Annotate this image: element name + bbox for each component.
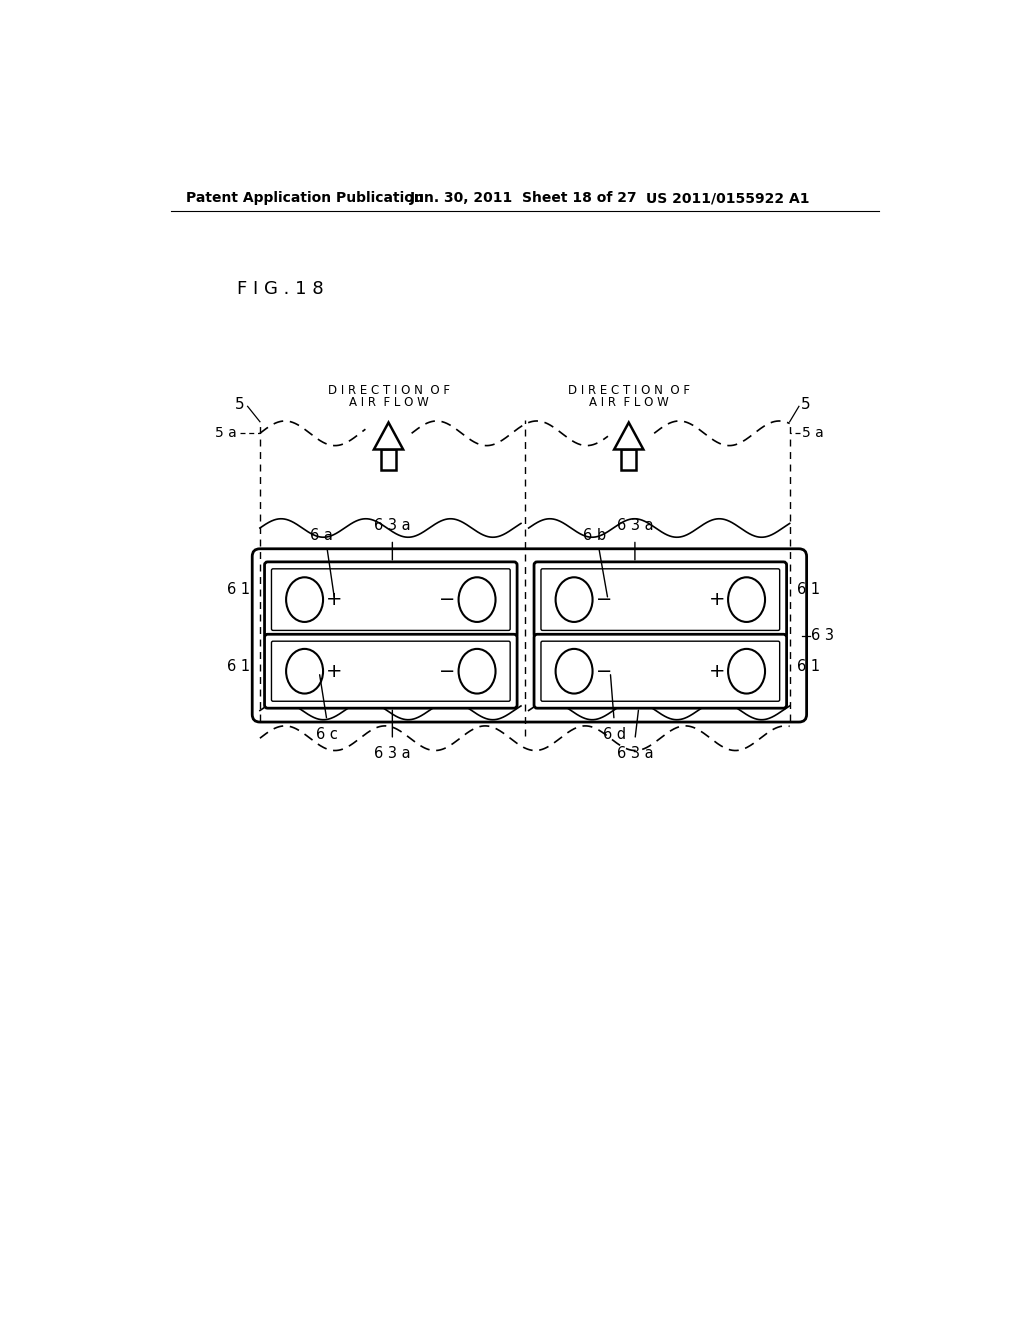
Ellipse shape xyxy=(286,649,323,693)
Text: −: − xyxy=(439,661,456,681)
Text: 6 a: 6 a xyxy=(310,528,333,544)
Ellipse shape xyxy=(459,649,496,693)
Text: −: − xyxy=(596,590,612,609)
Text: US 2011/0155922 A1: US 2011/0155922 A1 xyxy=(646,191,810,206)
Text: 6 b: 6 b xyxy=(584,528,606,544)
FancyBboxPatch shape xyxy=(271,569,510,631)
Text: 6 3 a: 6 3 a xyxy=(374,519,411,533)
Text: +: + xyxy=(326,590,343,609)
Text: 5 a: 5 a xyxy=(215,426,237,441)
Text: 6 3 a: 6 3 a xyxy=(374,746,411,760)
Ellipse shape xyxy=(728,577,765,622)
Text: A I R  F L O W: A I R F L O W xyxy=(589,396,669,409)
Text: 6 1: 6 1 xyxy=(797,582,820,597)
FancyBboxPatch shape xyxy=(541,569,779,631)
Text: −: − xyxy=(439,590,456,609)
FancyBboxPatch shape xyxy=(271,642,510,701)
Text: 6 1: 6 1 xyxy=(226,659,250,675)
Text: 6 d: 6 d xyxy=(602,726,626,742)
Text: D I R E C T I O N  O F: D I R E C T I O N O F xyxy=(567,384,690,397)
Text: Patent Application Publication: Patent Application Publication xyxy=(186,191,424,206)
Ellipse shape xyxy=(459,577,496,622)
Ellipse shape xyxy=(556,577,593,622)
Text: +: + xyxy=(326,661,343,681)
Text: 6 2: 6 2 xyxy=(488,659,512,675)
Text: 6 1: 6 1 xyxy=(226,582,250,597)
Text: 6 2: 6 2 xyxy=(488,582,512,597)
Text: 6 2: 6 2 xyxy=(539,582,562,597)
Text: Jun. 30, 2011  Sheet 18 of 27: Jun. 30, 2011 Sheet 18 of 27 xyxy=(410,191,638,206)
Text: −: − xyxy=(596,661,612,681)
Text: 6 3 a: 6 3 a xyxy=(616,519,653,533)
Ellipse shape xyxy=(556,649,593,693)
Text: 5: 5 xyxy=(234,397,245,412)
Text: 6 1: 6 1 xyxy=(797,659,820,675)
Text: A I R  F L O W: A I R F L O W xyxy=(348,396,428,409)
FancyBboxPatch shape xyxy=(541,642,779,701)
Text: 5: 5 xyxy=(801,397,810,412)
Text: 6 c: 6 c xyxy=(316,726,338,742)
Text: F I G . 1 8: F I G . 1 8 xyxy=(237,280,324,298)
FancyBboxPatch shape xyxy=(264,562,517,638)
Polygon shape xyxy=(614,422,643,449)
Text: D I R E C T I O N  O F: D I R E C T I O N O F xyxy=(328,384,450,397)
Text: +: + xyxy=(709,661,725,681)
Text: 6 2: 6 2 xyxy=(539,659,562,675)
FancyBboxPatch shape xyxy=(264,635,517,708)
FancyBboxPatch shape xyxy=(535,562,786,638)
Ellipse shape xyxy=(286,577,323,622)
Text: 6 3 a: 6 3 a xyxy=(616,746,653,760)
Polygon shape xyxy=(381,449,396,470)
Polygon shape xyxy=(621,449,637,470)
Text: 5 a: 5 a xyxy=(802,426,823,441)
Ellipse shape xyxy=(728,649,765,693)
Text: 6 3: 6 3 xyxy=(811,628,835,643)
Text: +: + xyxy=(709,590,725,609)
Polygon shape xyxy=(374,422,403,449)
FancyBboxPatch shape xyxy=(535,635,786,708)
